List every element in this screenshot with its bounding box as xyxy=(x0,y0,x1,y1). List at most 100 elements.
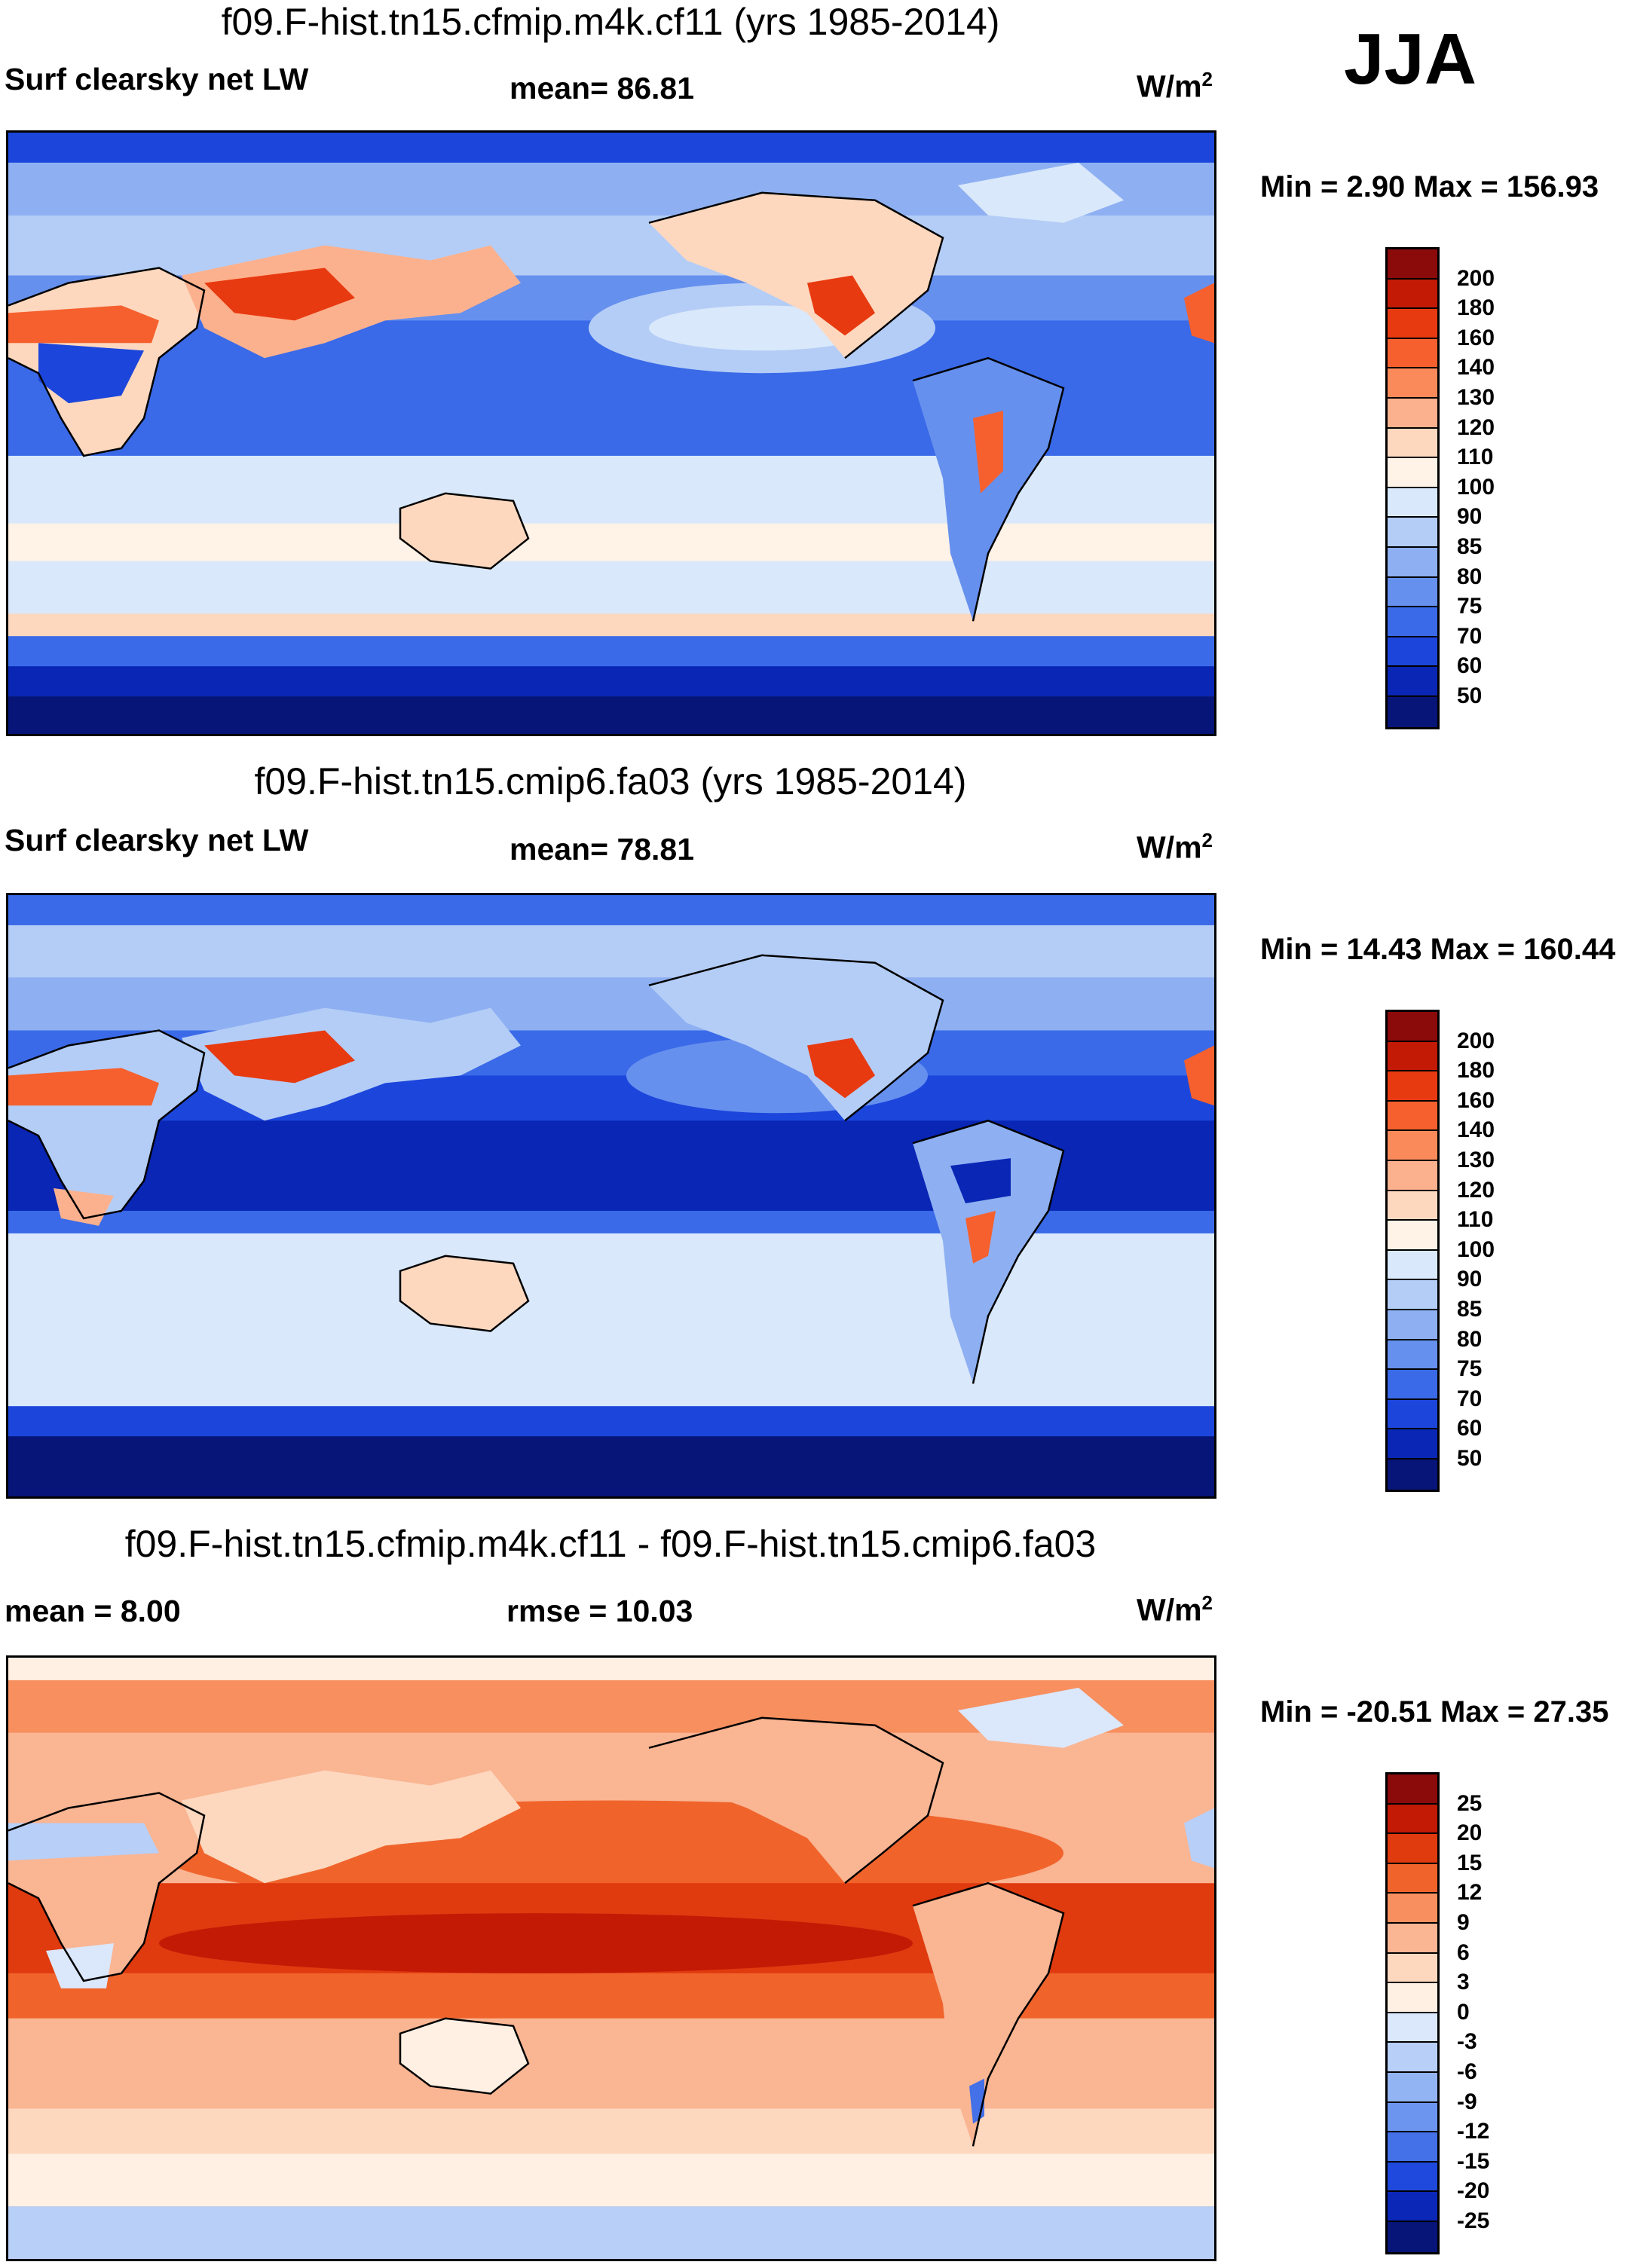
colorbar-swatch xyxy=(1388,309,1437,339)
colorbar-swatch xyxy=(1388,458,1437,488)
colorbar-tick-label: 130 xyxy=(1457,385,1495,410)
colorbar-tick-label: 6 xyxy=(1457,1939,1470,1965)
colorbar-swatch xyxy=(1388,1041,1437,1072)
panel-1-map-field xyxy=(8,133,1214,734)
panel-1-colorbar xyxy=(1385,247,1440,729)
colorbar-tick-label: 50 xyxy=(1457,1446,1483,1471)
colorbar-swatch xyxy=(1388,279,1437,310)
colorbar-swatch xyxy=(1388,1370,1437,1400)
colorbar-tick-label: 110 xyxy=(1457,445,1494,470)
panel-2-title: f09.F-hist.tn15.cmip6.fa03 (yrs 1985-201… xyxy=(254,760,967,802)
colorbar-swatch xyxy=(1388,428,1437,459)
panel-3-map-field xyxy=(8,1658,1214,2259)
colorbar-tick-label: 120 xyxy=(1457,1177,1495,1203)
panel-2-mean-label: mean= 78.81 xyxy=(510,832,695,867)
colorbar-swatch xyxy=(1388,1340,1437,1371)
colorbar-tick-label: 75 xyxy=(1457,594,1483,619)
colorbar-tick-label: -12 xyxy=(1457,2119,1490,2144)
colorbar-swatch xyxy=(1388,1863,1437,1894)
colorbar-tick-label: 50 xyxy=(1457,683,1483,708)
colorbar-swatch xyxy=(1388,1191,1437,1221)
colorbar-swatch xyxy=(1388,2072,1437,2103)
colorbar-tick-label: 85 xyxy=(1457,1297,1483,1322)
colorbar-swatch xyxy=(1388,1834,1437,1864)
colorbar-tick-label: 180 xyxy=(1457,295,1495,321)
colorbar-tick-label: 60 xyxy=(1457,1416,1483,1441)
colorbar-tick-label: 70 xyxy=(1457,1386,1483,1411)
colorbar-swatch xyxy=(1388,547,1437,578)
colorbar-tick-label: 100 xyxy=(1457,474,1495,500)
colorbar-tick-label: 9 xyxy=(1457,1910,1470,1935)
season-label: JJA xyxy=(1344,19,1477,99)
colorbar-swatch xyxy=(1388,1131,1437,1161)
panel-2-map xyxy=(6,893,1216,1499)
panel-2-map-field xyxy=(8,895,1214,1496)
panel-3-minmax: Min = -20.51 Max = 27.35 xyxy=(1260,1695,1609,1729)
colorbar-swatch xyxy=(1388,2102,1437,2133)
colorbar-swatch xyxy=(1388,1429,1437,1460)
panel-3-colorbar xyxy=(1385,1772,1440,2254)
colorbar-swatch xyxy=(1388,1221,1437,1251)
colorbar-tick-label: 75 xyxy=(1457,1356,1483,1382)
colorbar-tick-label: 3 xyxy=(1457,1970,1470,1995)
colorbar-tick-label: 80 xyxy=(1457,564,1483,589)
colorbar-tick-label: 160 xyxy=(1457,325,1495,350)
panel-1-variable-label: Surf clearsky net LW xyxy=(5,62,309,96)
colorbar-swatch xyxy=(1388,1983,1437,2013)
colorbar-swatch xyxy=(1388,1160,1437,1191)
panel-1-minmax: Min = 2.90 Max = 156.93 xyxy=(1260,170,1599,203)
colorbar-tick-label: -9 xyxy=(1457,2089,1477,2114)
colorbar-tick-label: 160 xyxy=(1457,1087,1495,1113)
colorbar-swatch xyxy=(1388,1012,1437,1042)
colorbar-swatch xyxy=(1388,518,1437,548)
colorbar-swatch xyxy=(1388,1310,1437,1340)
panel-2-variable-label: Surf clearsky net LW xyxy=(5,823,309,857)
colorbar-swatch xyxy=(1388,1923,1437,1954)
colorbar-tick-label: -20 xyxy=(1457,2178,1490,2204)
colorbar-tick-label: -25 xyxy=(1457,2208,1490,2233)
panel-3-rmse-label: rmse = 10.03 xyxy=(506,1594,693,1628)
colorbar-swatch xyxy=(1388,249,1437,280)
panel-2-units: W/m2 xyxy=(1137,829,1213,865)
colorbar-tick-label: 140 xyxy=(1457,355,1495,381)
panel-3-mean-label: mean = 8.00 xyxy=(5,1594,181,1628)
colorbar-tick-label: -6 xyxy=(1457,2059,1477,2084)
colorbar-tick-label: 120 xyxy=(1457,414,1495,440)
colorbar-tick-label: 20 xyxy=(1457,1820,1483,1846)
panel-1-units: W/m2 xyxy=(1137,68,1213,104)
panel-1-mean-label: mean= 86.81 xyxy=(510,71,695,105)
colorbar-swatch xyxy=(1388,2192,1437,2222)
colorbar-tick-label: 200 xyxy=(1457,265,1495,291)
colorbar-tick-label: 25 xyxy=(1457,1790,1483,1816)
colorbar-tick-label: 100 xyxy=(1457,1236,1495,1262)
colorbar-tick-label: 90 xyxy=(1457,504,1483,530)
colorbar-tick-label: -3 xyxy=(1457,2029,1477,2055)
panel-2-minmax: Min = 14.43 Max = 160.44 xyxy=(1260,933,1616,966)
colorbar-swatch xyxy=(1388,577,1437,608)
colorbar-tick-label: 70 xyxy=(1457,623,1483,649)
colorbar-tick-label: 15 xyxy=(1457,1850,1483,1875)
colorbar-swatch xyxy=(1388,696,1437,727)
colorbar-swatch xyxy=(1388,1101,1437,1132)
colorbar-tick-label: 110 xyxy=(1457,1207,1494,1233)
colorbar-tick-label: 140 xyxy=(1457,1117,1495,1143)
colorbar-swatch xyxy=(1388,2132,1437,2163)
colorbar-swatch xyxy=(1388,2221,1437,2252)
panel-3-map xyxy=(6,1655,1216,2261)
colorbar-swatch xyxy=(1388,338,1437,369)
colorbar-swatch xyxy=(1388,2162,1437,2193)
colorbar-tick-label: 180 xyxy=(1457,1058,1495,1084)
colorbar-swatch xyxy=(1388,667,1437,697)
colorbar-swatch xyxy=(1388,488,1437,518)
colorbar-swatch xyxy=(1388,1071,1437,1102)
colorbar-tick-label: 200 xyxy=(1457,1028,1495,1053)
colorbar-swatch xyxy=(1388,607,1437,637)
colorbar-tick-label: 130 xyxy=(1457,1148,1495,1172)
colorbar-swatch xyxy=(1388,1774,1437,1805)
colorbar-swatch xyxy=(1388,2043,1437,2073)
colorbar-swatch xyxy=(1388,368,1437,399)
colorbar-tick-label: 90 xyxy=(1457,1267,1483,1292)
panel-3-title: f09.F-hist.tn15.cfmip.m4k.cf11 - f09.F-h… xyxy=(124,1523,1097,1565)
colorbar-swatch xyxy=(1388,1399,1437,1430)
colorbar-tick-label: 12 xyxy=(1457,1880,1483,1906)
